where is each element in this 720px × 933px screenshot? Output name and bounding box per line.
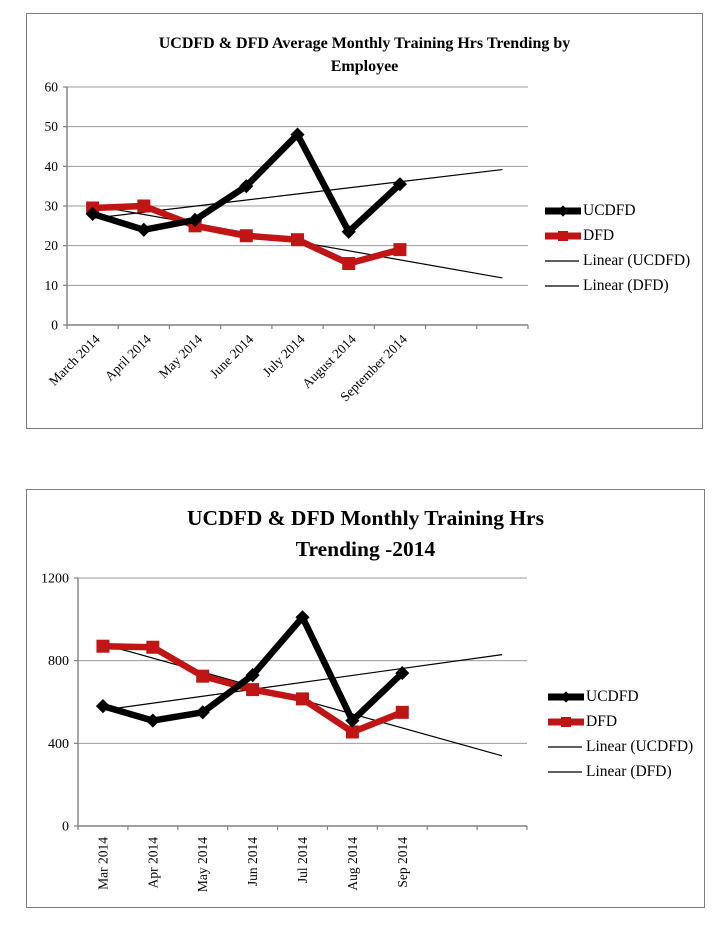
series-dfd [86, 199, 407, 271]
chart-card-monthly-training: 0 400 800 1200 Mar 2014 Apr 2014 May 2014 Jun 2… [26, 489, 705, 908]
svg-text:Mar 2014: Mar 2014 [95, 837, 110, 890]
chart-title-line-1: UCDFD & DFD Monthly Training Hrs [187, 506, 544, 530]
svg-text:March 2014: March 2014 [46, 331, 103, 388]
legend-thin-line-icon [547, 764, 585, 780]
svg-text:10: 10 [45, 278, 59, 293]
chart-title-line-2: Employee [330, 58, 399, 75]
svg-text:50: 50 [45, 119, 59, 134]
gridlines [78, 577, 527, 744]
svg-text:May 2014: May 2014 [156, 331, 206, 381]
legend-label: Linear (UCDFD) [583, 251, 691, 269]
legend-thin-line-icon [544, 253, 582, 269]
chart-title-line-2: Trending -2014 [295, 537, 436, 561]
svg-text:Jun 2014: Jun 2014 [245, 837, 260, 886]
legend: UCDFD DFD Linear (UCDFD) Linear (DFD) [547, 684, 693, 784]
legend-item-dfd: DFD [544, 223, 690, 248]
legend-dfd-square-line-icon [544, 228, 582, 244]
x-axis-labels: Mar 2014 Apr 2014 May 2014 Jun 2014 Jul 2014… [95, 837, 409, 892]
legend: UCDFD DFD Linear (UCDFD) Linear (DFD) [544, 198, 690, 298]
legend-item-linear-ucdfd: Linear (UCDFD) [547, 734, 693, 759]
legend-item-linear-ucdfd: Linear (UCDFD) [544, 248, 690, 273]
svg-text:20: 20 [45, 238, 59, 253]
legend-label: UCDFD [583, 201, 636, 219]
legend-label: Linear (DFD) [583, 276, 669, 294]
legend-dfd-square-line-icon [547, 714, 585, 730]
series-dfd [96, 639, 409, 739]
legend-item-linear-dfd: Linear (DFD) [547, 759, 693, 784]
axes: 0 10 20 30 40 50 60 [45, 80, 529, 333]
svg-text:April 2014: April 2014 [102, 331, 154, 383]
legend-label: DFD [586, 712, 618, 730]
legend-ucdfd-diamond-line-icon [544, 203, 582, 219]
legend-thin-line-icon [547, 739, 585, 755]
legend-thin-line-icon [544, 278, 582, 294]
legend-label: Linear (UCDFD) [586, 737, 694, 755]
svg-text:0: 0 [62, 820, 69, 835]
legend-label: UCDFD [586, 687, 639, 705]
svg-text:30: 30 [45, 199, 59, 214]
svg-text:Aug 2014: Aug 2014 [345, 837, 360, 891]
trendlines [92, 168, 503, 279]
series-ucdfd [85, 127, 408, 239]
plot-area-monthly: 0 400 800 1200 Mar 2014 Apr 2014 May 2014 Jun 2… [41, 572, 528, 892]
chart-title-line-1: UCDFD & DFD Average Monthly Training Hrs… [158, 35, 571, 52]
gridlines [67, 86, 528, 286]
svg-text:Sep 2014: Sep 2014 [395, 837, 410, 888]
chart-title: UCDFD & DFD Monthly Training Hrs Trendin… [27, 503, 704, 565]
legend-label: DFD [583, 226, 615, 244]
svg-text:1200: 1200 [41, 572, 69, 587]
svg-text:Apr 2014: Apr 2014 [145, 837, 160, 889]
legend-item-linear-dfd: Linear (DFD) [544, 273, 690, 298]
legend-item-ucdfd: UCDFD [547, 684, 693, 709]
svg-text:800: 800 [48, 654, 69, 669]
legend-label: Linear (DFD) [586, 762, 672, 780]
svg-text:July 2014: July 2014 [260, 331, 308, 379]
svg-text:May 2014: May 2014 [195, 837, 210, 892]
svg-text:June 2014: June 2014 [207, 331, 257, 381]
series-ucdfd [95, 610, 410, 728]
chart-title: UCDFD & DFD Average Monthly Training Hrs… [27, 32, 702, 78]
svg-text:400: 400 [48, 737, 69, 752]
svg-text:0: 0 [51, 318, 58, 333]
chart-card-avg-monthly-training: 0 10 20 30 40 50 60 March 2014 April 2014 May 201… [26, 13, 703, 429]
legend-ucdfd-diamond-line-icon [547, 689, 585, 705]
legend-item-dfd: DFD [547, 709, 693, 734]
svg-text:Jul 2014: Jul 2014 [295, 837, 310, 883]
legend-item-ucdfd: UCDFD [544, 198, 690, 223]
svg-text:60: 60 [45, 80, 59, 95]
svg-text:40: 40 [45, 159, 59, 174]
trendline-linear-ucdfd [102, 654, 503, 711]
axes: 0 400 800 1200 [41, 572, 528, 835]
